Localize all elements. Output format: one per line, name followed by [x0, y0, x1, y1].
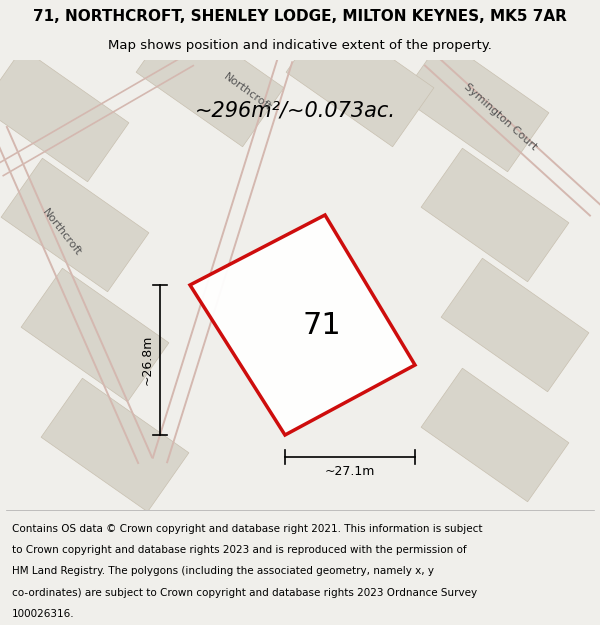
Text: Map shows position and indicative extent of the property.: Map shows position and indicative extent…	[108, 39, 492, 51]
Text: HM Land Registry. The polygons (including the associated geometry, namely x, y: HM Land Registry. The polygons (includin…	[12, 566, 434, 576]
Polygon shape	[421, 368, 569, 502]
Text: ~26.8m: ~26.8m	[141, 335, 154, 385]
Text: Northcroft: Northcroft	[222, 71, 274, 112]
Text: ~27.1m: ~27.1m	[325, 465, 375, 478]
Text: to Crown copyright and database rights 2023 and is reproduced with the permissio: to Crown copyright and database rights 2…	[12, 545, 467, 555]
Polygon shape	[136, 13, 284, 147]
Text: Symington Court: Symington Court	[461, 82, 538, 152]
Polygon shape	[41, 378, 189, 512]
Polygon shape	[286, 13, 434, 147]
Text: 100026316.: 100026316.	[12, 609, 74, 619]
Text: 71, NORTHCROFT, SHENLEY LODGE, MILTON KEYNES, MK5 7AR: 71, NORTHCROFT, SHENLEY LODGE, MILTON KE…	[33, 9, 567, 24]
Polygon shape	[401, 38, 549, 172]
Polygon shape	[0, 48, 129, 182]
Text: Contains OS data © Crown copyright and database right 2021. This information is : Contains OS data © Crown copyright and d…	[12, 524, 482, 534]
Text: ~296m²/~0.073ac.: ~296m²/~0.073ac.	[194, 100, 395, 120]
Polygon shape	[21, 268, 169, 402]
Text: co-ordinates) are subject to Crown copyright and database rights 2023 Ordnance S: co-ordinates) are subject to Crown copyr…	[12, 588, 477, 598]
Polygon shape	[1, 158, 149, 292]
Polygon shape	[190, 215, 415, 435]
Text: 71: 71	[302, 311, 341, 339]
Polygon shape	[421, 148, 569, 282]
Text: Northcroft: Northcroft	[41, 207, 83, 258]
Polygon shape	[441, 258, 589, 392]
